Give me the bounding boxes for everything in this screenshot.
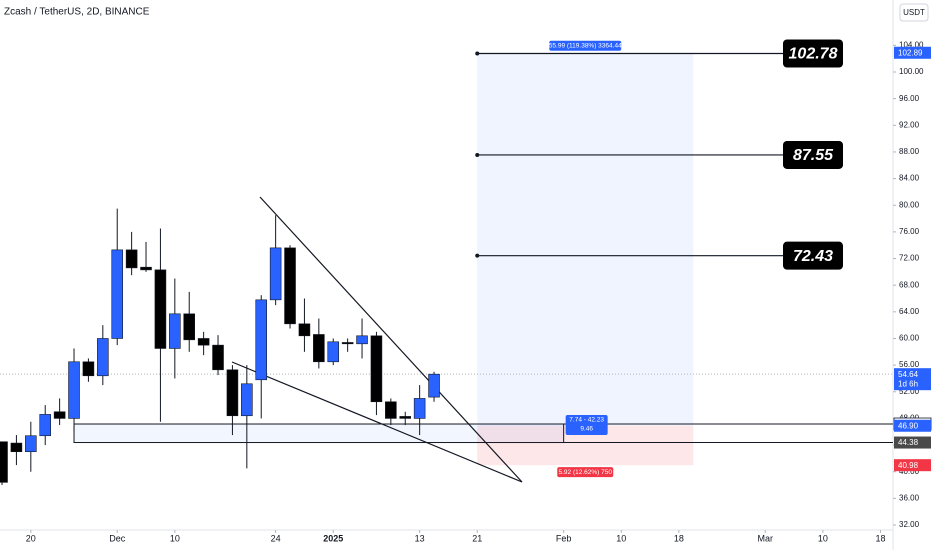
x-tick-label: 10 xyxy=(170,533,180,543)
candle-body xyxy=(82,361,95,377)
level-anchor xyxy=(475,51,480,56)
candle-body xyxy=(255,299,268,381)
candle-body xyxy=(154,269,167,349)
y-tick-label: 36.00 xyxy=(899,493,920,502)
current-price-box xyxy=(894,368,931,391)
y-tick-label: 92.00 xyxy=(899,120,920,129)
y-tick-label: 56.00 xyxy=(899,360,920,369)
candle-body xyxy=(169,313,181,349)
stop-label-box xyxy=(557,467,614,478)
candle-body xyxy=(25,435,37,453)
x-tick-label: 13 xyxy=(415,533,425,543)
currency-box[interactable] xyxy=(899,3,929,22)
candle-body xyxy=(10,442,23,453)
level-label: 102.78 xyxy=(789,46,838,63)
y-tick-label: 84.00 xyxy=(899,174,920,183)
candle-body xyxy=(212,344,224,371)
zone-label: 7.74 - 42.23 xyxy=(569,417,604,424)
candle-body xyxy=(39,414,51,437)
candle-body xyxy=(341,342,354,345)
candle-body xyxy=(298,323,311,337)
target-label: 55.99 (119.38%) 3364.44 xyxy=(549,42,622,49)
candle-body xyxy=(428,373,440,398)
target-label-box xyxy=(549,40,622,51)
price-label-box xyxy=(894,419,931,432)
x-tick-label: 18 xyxy=(674,533,684,543)
stop-label: 5.92 (12.62%) 750 xyxy=(559,469,613,476)
candle-body xyxy=(284,247,296,325)
level-box xyxy=(783,140,843,169)
target-zone xyxy=(477,52,694,426)
x-tick-label: 18 xyxy=(875,533,885,543)
candle-body xyxy=(53,411,66,419)
level-anchor xyxy=(475,253,480,258)
zone-sublabel: 9.46 xyxy=(580,426,593,433)
price-label: 102.89 xyxy=(898,48,923,57)
y-tick-label: 100.00 xyxy=(899,67,924,76)
candle-body xyxy=(413,398,426,419)
level-label: 87.55 xyxy=(793,147,834,164)
y-tick-label: 40.00 xyxy=(899,467,920,476)
candle-body xyxy=(111,249,123,339)
wedge-line xyxy=(231,361,523,483)
candle-body xyxy=(356,335,368,345)
y-tick-label: 76.00 xyxy=(899,227,920,236)
support-zone xyxy=(73,423,565,444)
y-tick-label: 52.00 xyxy=(899,387,920,396)
x-tick-label: Dec xyxy=(109,533,126,543)
candle-body xyxy=(385,401,397,419)
candle-body xyxy=(327,341,340,363)
level-box xyxy=(783,39,843,68)
candle-body xyxy=(125,249,138,269)
y-tick-label: 64.00 xyxy=(899,307,920,316)
candle-body xyxy=(370,335,383,403)
level-anchor xyxy=(475,152,480,157)
y-tick-label: 104.00 xyxy=(899,40,924,49)
candle-body xyxy=(140,266,152,271)
price-label: 46.90 xyxy=(898,421,919,430)
y-tick-label: 60.00 xyxy=(899,334,920,343)
x-tick-label: 21 xyxy=(472,533,482,543)
price-label: 44.38 xyxy=(898,438,919,447)
candle-body xyxy=(269,247,282,301)
countdown-label: 1d 6h xyxy=(898,379,918,388)
x-tick-label: 10 xyxy=(616,533,626,543)
x-tick-label: 10 xyxy=(818,533,828,543)
price-label-box xyxy=(894,459,931,472)
candle-body xyxy=(68,361,80,419)
wedge-line xyxy=(259,196,523,483)
price-label: 40.98 xyxy=(898,461,919,470)
currency[interactable]: USDT xyxy=(903,8,925,17)
y-tick-label: 72.00 xyxy=(899,254,920,263)
candle-body xyxy=(313,334,325,363)
x-tick-label: 2025 xyxy=(323,533,343,543)
candle-body xyxy=(399,416,412,419)
zone-label-box xyxy=(565,415,608,436)
y-tick-label: 68.00 xyxy=(899,280,920,289)
x-tick-label: 24 xyxy=(271,533,281,543)
level-label: 72.43 xyxy=(793,248,833,265)
y-tick-label: 32.00 xyxy=(899,520,920,529)
y-tick-label: 80.00 xyxy=(899,200,920,209)
candle-body xyxy=(197,338,210,346)
candle-body xyxy=(226,369,239,417)
y-tick-label: 88.00 xyxy=(899,147,920,156)
x-tick-label: Mar xyxy=(758,533,774,543)
candle-body xyxy=(241,383,253,417)
price-label-box xyxy=(894,46,931,59)
candle-body xyxy=(183,313,196,341)
x-tick-label: Feb xyxy=(556,533,572,543)
x-tick-label: 20 xyxy=(26,533,36,543)
y-tick-label: 96.00 xyxy=(899,94,920,103)
candle-body xyxy=(0,441,8,483)
current-price-label: 54.64 xyxy=(898,370,919,379)
level-box xyxy=(783,241,843,270)
chart-title: Zcash / TetherUS, 2D, BINANCE xyxy=(4,7,150,18)
price-label-box xyxy=(894,436,931,449)
candle-body xyxy=(97,338,109,377)
